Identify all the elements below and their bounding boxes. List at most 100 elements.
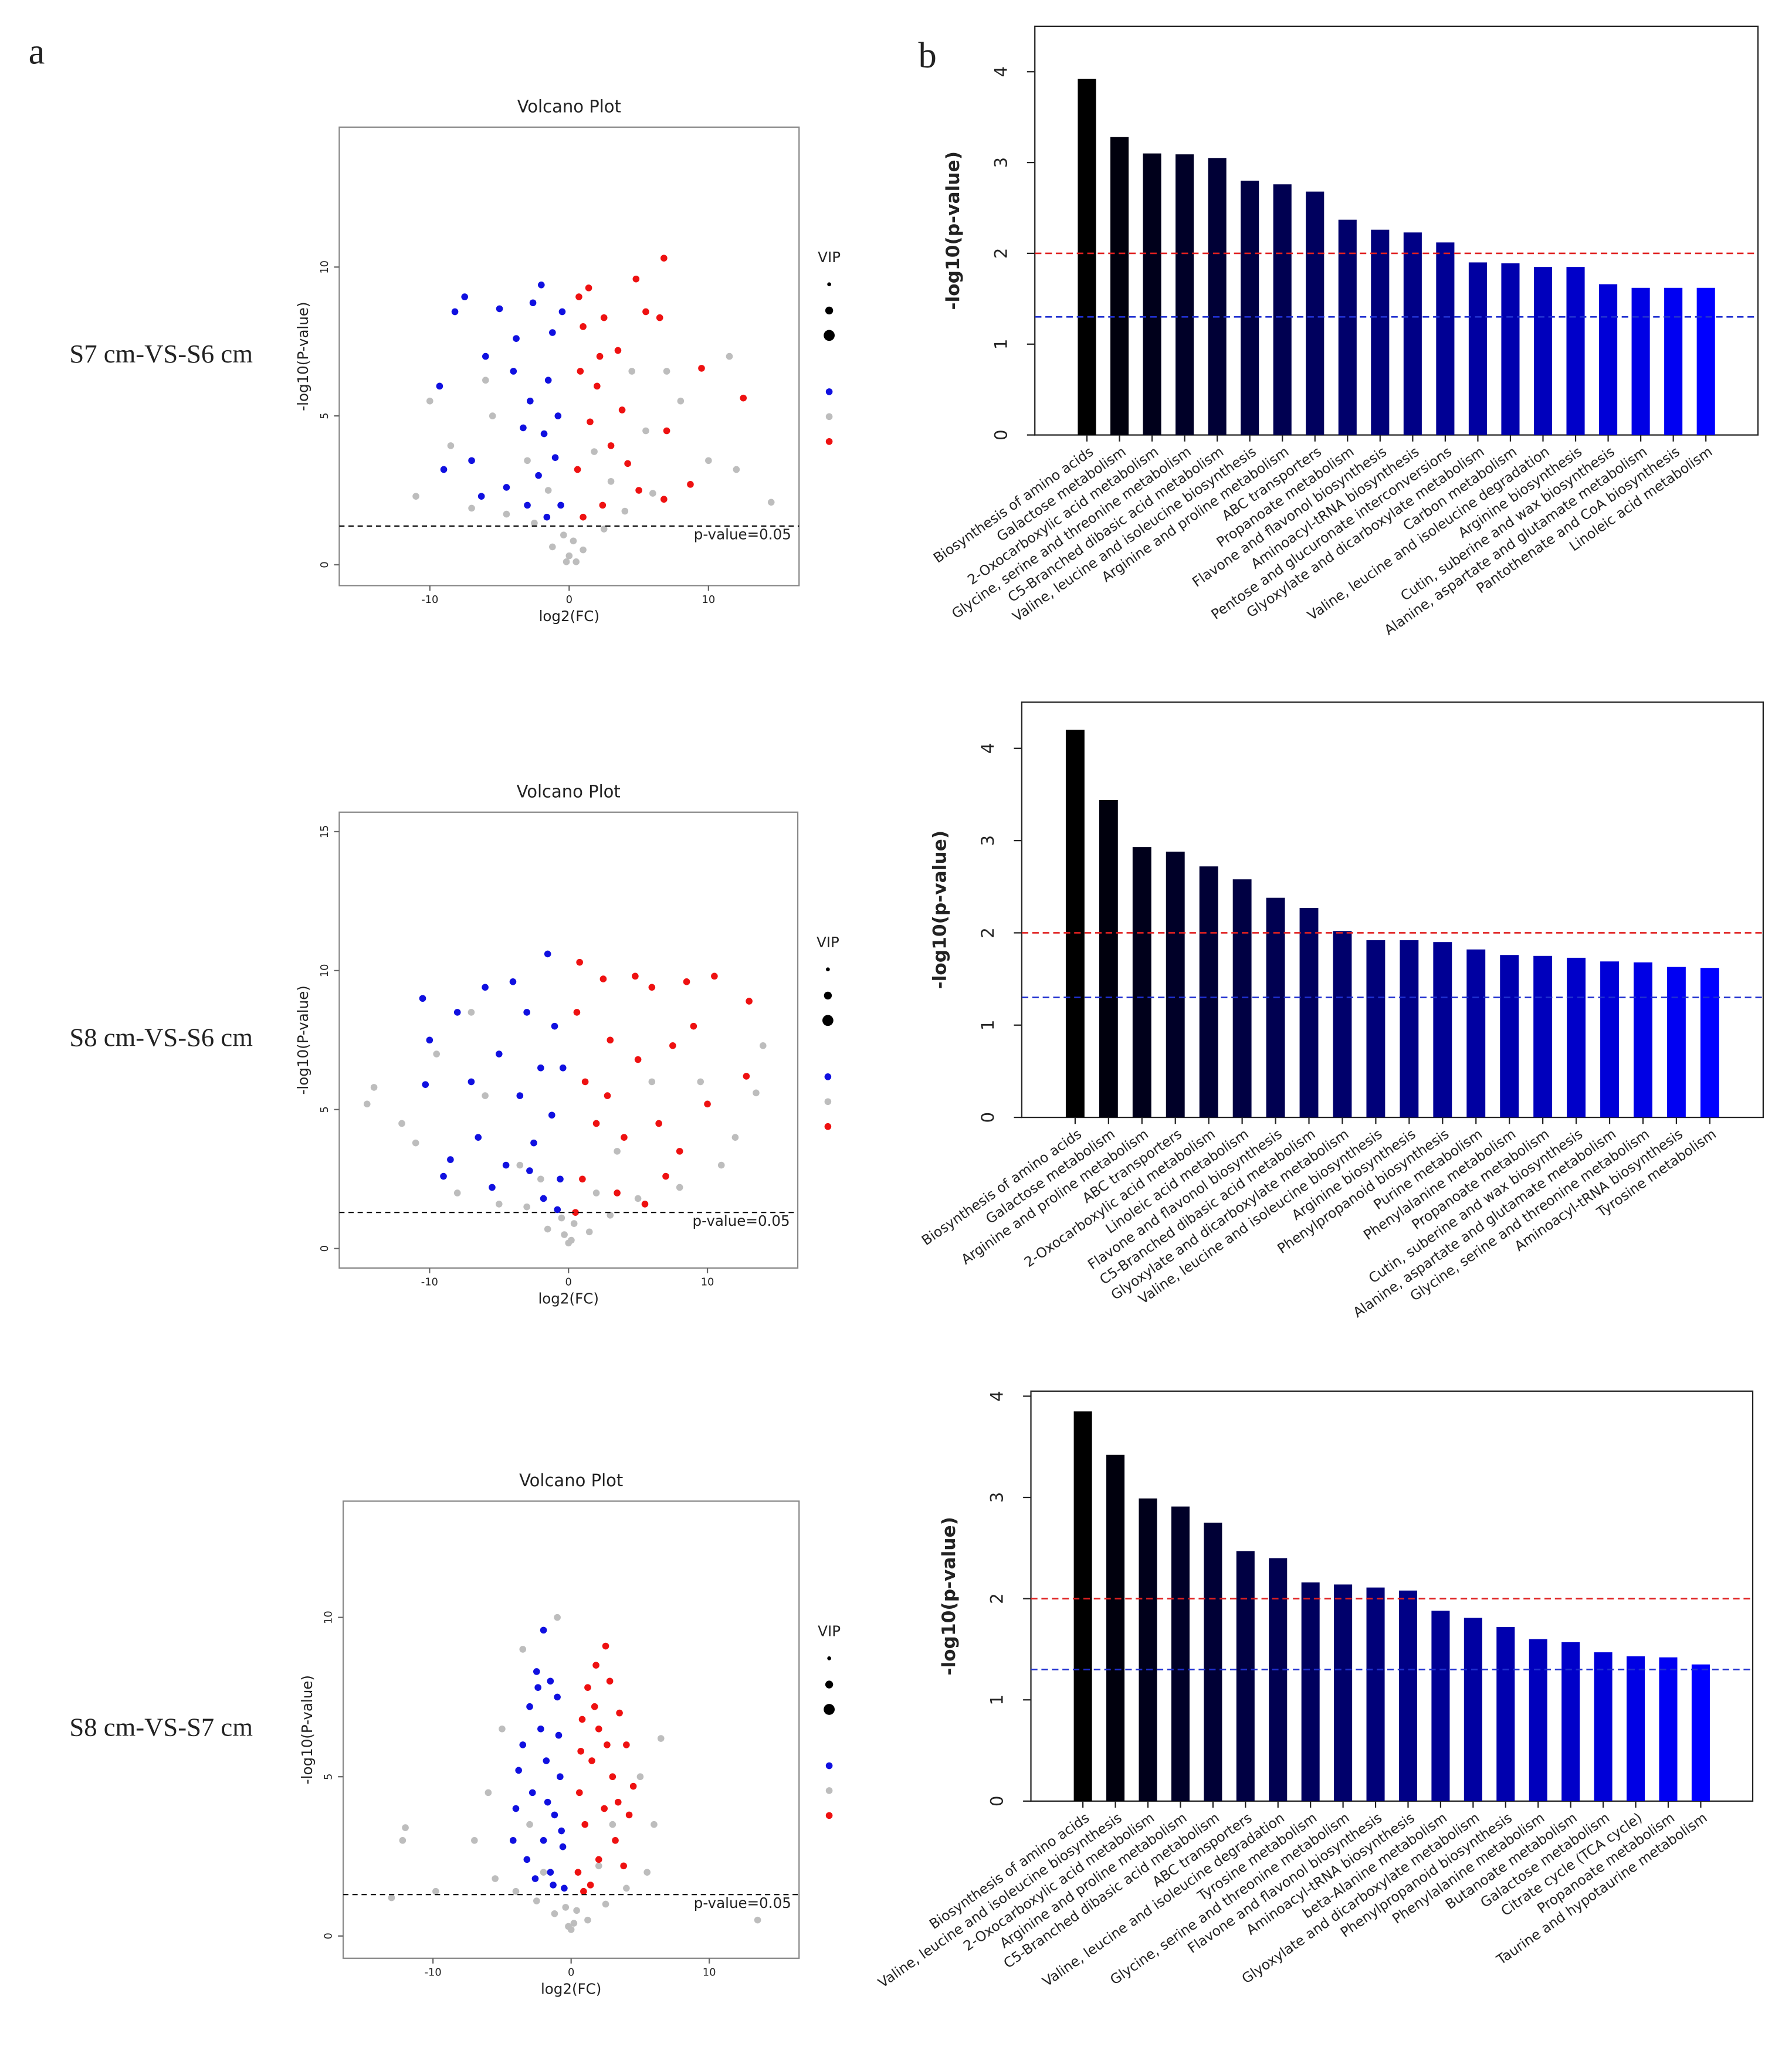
point <box>509 1837 517 1844</box>
point <box>711 972 718 980</box>
bar <box>1338 219 1357 435</box>
point <box>471 1837 478 1844</box>
point <box>412 493 419 500</box>
bar <box>1496 1626 1515 1801</box>
point <box>544 950 551 958</box>
point <box>468 457 475 465</box>
point <box>632 275 640 283</box>
point <box>419 995 426 1002</box>
point <box>621 1134 628 1141</box>
point <box>515 1767 522 1774</box>
chart-title: Volcano Plot <box>517 96 621 116</box>
point <box>669 1042 676 1049</box>
chart-title: Volcano Plot <box>517 781 621 801</box>
point <box>660 496 668 503</box>
bar <box>1533 267 1553 435</box>
point <box>512 1887 520 1895</box>
bar <box>1199 866 1218 1118</box>
bar <box>1334 1584 1353 1801</box>
point <box>600 526 608 533</box>
point <box>482 1092 489 1099</box>
legend-swatch <box>824 1098 832 1106</box>
point <box>585 1228 593 1236</box>
point <box>612 1837 619 1844</box>
point <box>596 352 604 360</box>
x-axis-label: log2(FC) <box>538 1290 598 1307</box>
point <box>523 1856 531 1863</box>
point <box>398 1120 405 1127</box>
legend-swatch <box>825 1787 833 1794</box>
y-axis-label: -log10(p-value) <box>939 1517 960 1676</box>
point <box>433 1050 440 1057</box>
point <box>579 1175 586 1183</box>
legend-size <box>826 967 830 972</box>
bar <box>1561 1642 1580 1801</box>
bar <box>1567 957 1586 1118</box>
point <box>641 1201 649 1208</box>
bar <box>1594 1652 1613 1801</box>
point <box>577 368 584 375</box>
point <box>475 1134 482 1141</box>
y-tick-label: 15 <box>319 825 331 839</box>
point <box>510 368 517 375</box>
point <box>607 1036 614 1044</box>
legend-size <box>822 1015 834 1026</box>
point <box>540 1869 547 1876</box>
point <box>531 520 538 527</box>
y-tick-label: 10 <box>319 260 331 274</box>
point <box>543 1757 550 1764</box>
point <box>547 1677 554 1685</box>
y-tick-label: 0 <box>319 1245 331 1252</box>
row-label: S8 cm-VS-S7 cm <box>69 1712 253 1741</box>
point <box>524 457 531 465</box>
legend-size <box>827 1656 831 1660</box>
point <box>628 368 636 375</box>
point <box>549 543 556 551</box>
point <box>623 1884 630 1892</box>
point <box>489 412 496 419</box>
point <box>440 1172 447 1180</box>
point <box>503 510 510 518</box>
point <box>558 1214 565 1222</box>
bar <box>1529 1639 1547 1801</box>
legend-swatch <box>825 1812 833 1819</box>
point <box>759 1042 767 1049</box>
point <box>620 1862 627 1870</box>
point <box>502 1161 510 1169</box>
point <box>642 308 649 316</box>
point <box>529 1789 536 1797</box>
point <box>570 537 577 545</box>
point <box>697 1078 704 1086</box>
point <box>621 507 629 515</box>
y-tick-label: 2 <box>991 248 1011 259</box>
point <box>743 1073 750 1080</box>
x-axis-label: log2(FC) <box>539 608 599 625</box>
bar <box>1366 940 1386 1118</box>
point <box>753 1089 760 1097</box>
point <box>558 308 566 316</box>
y-tick-label: 5 <box>319 1106 331 1113</box>
point <box>559 1064 567 1072</box>
point <box>602 1900 609 1908</box>
point <box>516 1092 524 1099</box>
point <box>557 1175 564 1183</box>
bar <box>1106 1455 1125 1801</box>
point <box>492 1875 499 1882</box>
threshold-label: p-value=0.05 <box>694 526 791 543</box>
x-tick-label: 0 <box>568 1966 574 1978</box>
point <box>468 504 475 512</box>
point <box>767 499 775 506</box>
point <box>663 368 670 375</box>
bar <box>1333 931 1352 1118</box>
point <box>648 984 656 991</box>
point <box>625 1811 633 1819</box>
y-tick-label: 3 <box>987 1492 1007 1503</box>
point <box>568 1236 575 1244</box>
point <box>632 972 639 980</box>
legend-size <box>825 306 834 315</box>
point <box>496 305 503 313</box>
bar <box>1627 1656 1645 1801</box>
point <box>591 448 598 455</box>
bar <box>1691 1664 1710 1801</box>
x-tick-label: -10 <box>425 1966 442 1978</box>
